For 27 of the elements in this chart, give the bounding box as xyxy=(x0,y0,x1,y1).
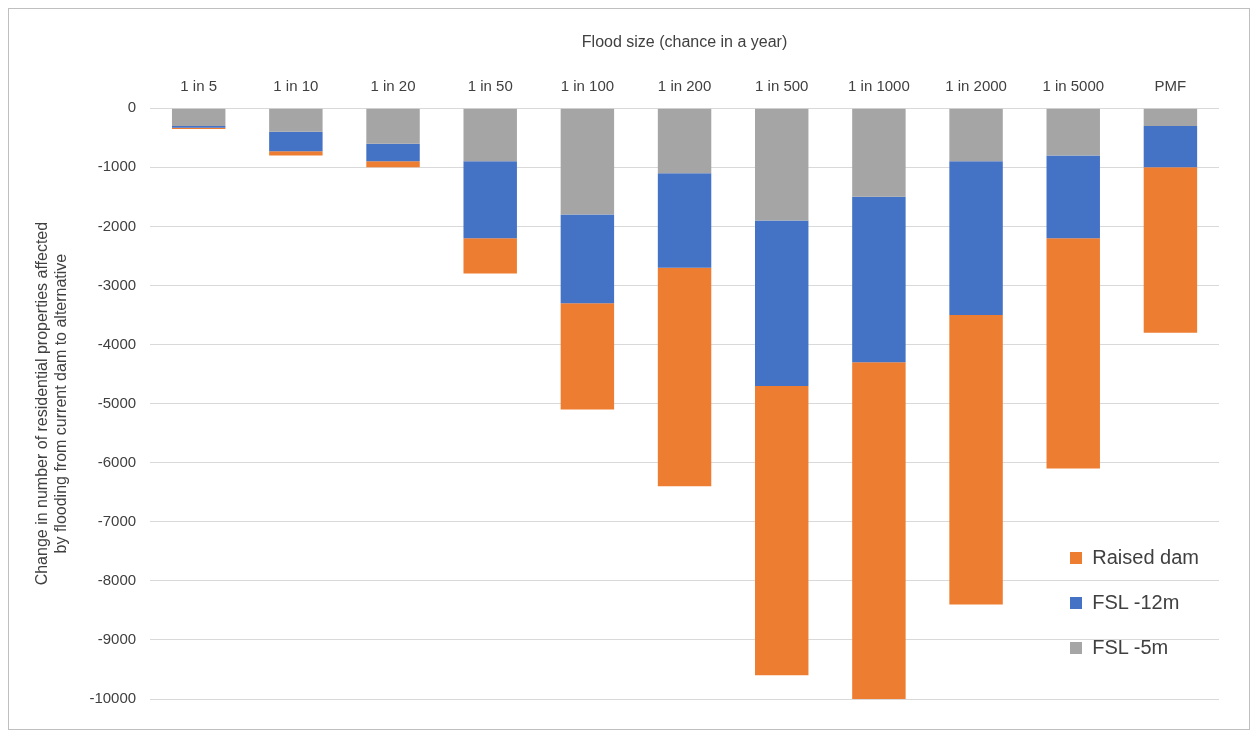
y-tick-label: -6000 xyxy=(97,452,137,470)
y-tick-label: -4000 xyxy=(97,334,137,352)
x-tick-label: 1 in 10 xyxy=(273,77,319,95)
legend-label: Raised dam xyxy=(1092,546,1199,569)
x-tick-label: 1 in 5 xyxy=(180,77,218,95)
y-tick-label: -3000 xyxy=(97,275,137,293)
y-tick-label: -10000 xyxy=(89,689,137,707)
x-axis-title: Flood size (chance in a year) xyxy=(581,33,788,51)
x-tick-label: 1 in 100 xyxy=(560,77,615,95)
y-tick-label: -7000 xyxy=(97,511,137,529)
y-tick-label: -9000 xyxy=(97,630,137,648)
y-tick-label: -2000 xyxy=(97,216,137,234)
y-tick-label: -1000 xyxy=(97,157,137,175)
x-tick-label: 1 in 1000 xyxy=(848,77,910,95)
legend-label: FSL -5m xyxy=(1092,636,1169,659)
x-tick-label: 1 in 5000 xyxy=(1042,77,1105,95)
y-tick-label: -5000 xyxy=(97,393,137,411)
x-tick-label: 1 in 50 xyxy=(467,77,513,95)
legend-label: FSL -12m xyxy=(1092,591,1180,614)
y-tick-label: 0 xyxy=(127,98,137,116)
x-tick-label: PMF xyxy=(1154,77,1187,95)
x-tick-label: 1 in 500 xyxy=(755,77,809,95)
y-axis-title: Change in number of residential properties affected by flooding from current dam to alternative xyxy=(33,221,70,586)
x-tick-label: 1 in 2000 xyxy=(945,77,1007,95)
x-tick-label: 1 in 20 xyxy=(370,77,416,95)
y-tick-label: -8000 xyxy=(97,570,137,588)
x-tick-label: 1 in 200 xyxy=(657,77,712,95)
